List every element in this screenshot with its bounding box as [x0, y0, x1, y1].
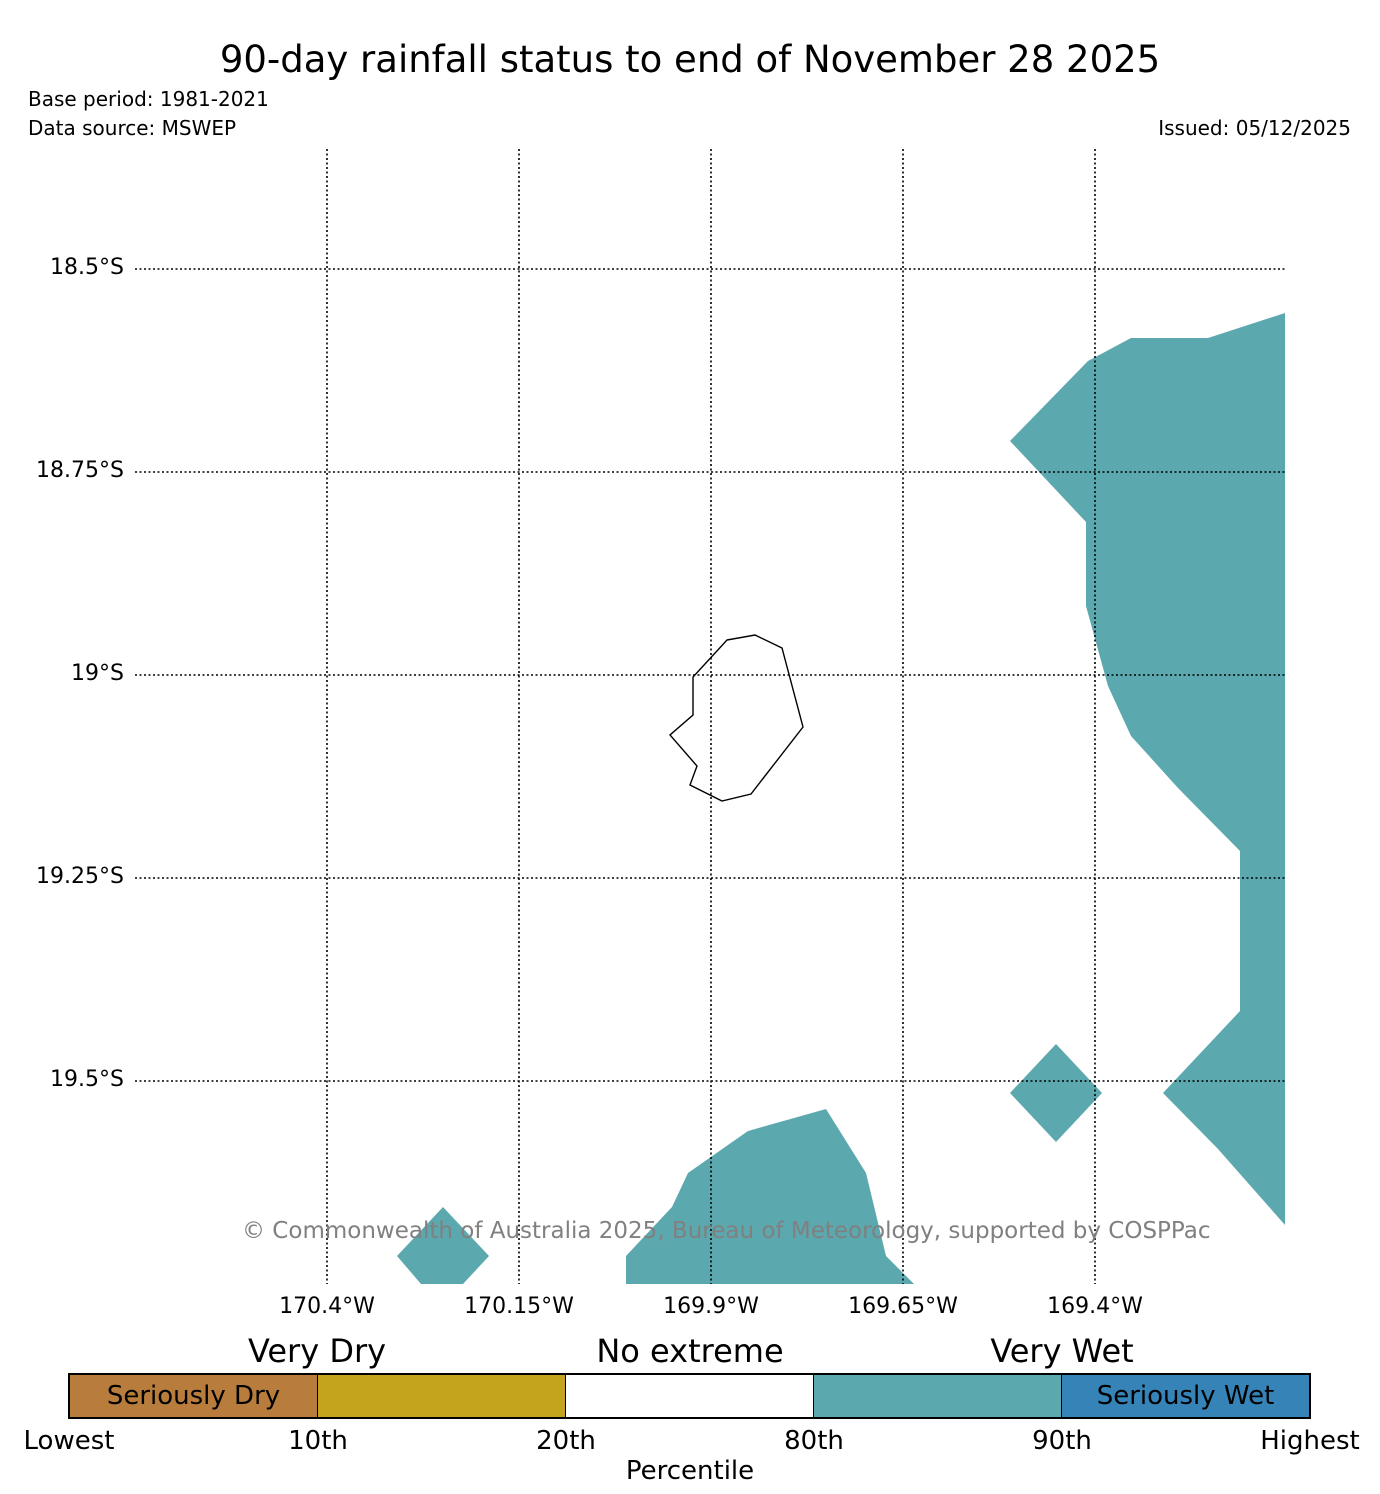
lat-label: 18.75°S — [36, 458, 124, 483]
graticule — [135, 149, 1285, 1284]
wet-region-south — [626, 1109, 914, 1284]
legend-category-very-wet: Very Wet — [990, 1332, 1134, 1370]
data-source: Data source: MSWEP — [28, 116, 237, 140]
lat-label: 19.25°S — [36, 864, 124, 889]
legend-tick: 90th — [1032, 1426, 1092, 1456]
legend-segment-seriously-dry: Seriously Dry — [70, 1375, 318, 1417]
lon-label: 169.4°W — [1047, 1294, 1143, 1319]
lon-label: 169.9°W — [663, 1294, 759, 1319]
wet-region-diamond-east — [1010, 1044, 1102, 1142]
issued-date: Issued: 05/12/2025 — [1158, 116, 1351, 140]
legend-colorbar: Seriously Dry Seriously Wet — [68, 1373, 1311, 1419]
legend-tick: 10th — [288, 1426, 348, 1456]
lon-label: 170.4°W — [279, 1294, 375, 1319]
legend-tick: Lowest — [23, 1426, 115, 1456]
lat-label: 18.5°S — [50, 255, 124, 280]
legend-segment-very-wet — [814, 1375, 1062, 1417]
niue-island-outline — [669, 634, 804, 802]
base-period: Base period: 1981-2021 — [28, 87, 269, 111]
legend-category-very-dry: Very Dry — [247, 1332, 387, 1370]
wet-region-east — [1010, 313, 1285, 1225]
lon-label: 169.65°W — [848, 1294, 958, 1319]
legend-tick: 20th — [536, 1426, 596, 1456]
wet-regions — [397, 313, 1285, 1284]
lat-label: 19.5°S — [50, 1067, 124, 1092]
legend-segment-seriously-wet: Seriously Wet — [1062, 1375, 1309, 1417]
lon-label: 170.15°W — [464, 1294, 574, 1319]
lat-label: 19°S — [71, 661, 124, 686]
map-title: 90-day rainfall status to end of Novembe… — [219, 38, 1161, 81]
legend-axis-label: Percentile — [625, 1456, 755, 1486]
copyright-notice: © Commonwealth of Australia 2025, Bureau… — [242, 1218, 1211, 1244]
legend-category-no-extreme: No extreme — [596, 1332, 784, 1370]
wet-region-southwest — [397, 1207, 489, 1284]
legend-segment-no-extreme — [566, 1375, 814, 1417]
legend-segment-very-dry — [318, 1375, 566, 1417]
legend-tick: Highest — [1260, 1426, 1360, 1456]
legend-tick: 80th — [784, 1426, 844, 1456]
